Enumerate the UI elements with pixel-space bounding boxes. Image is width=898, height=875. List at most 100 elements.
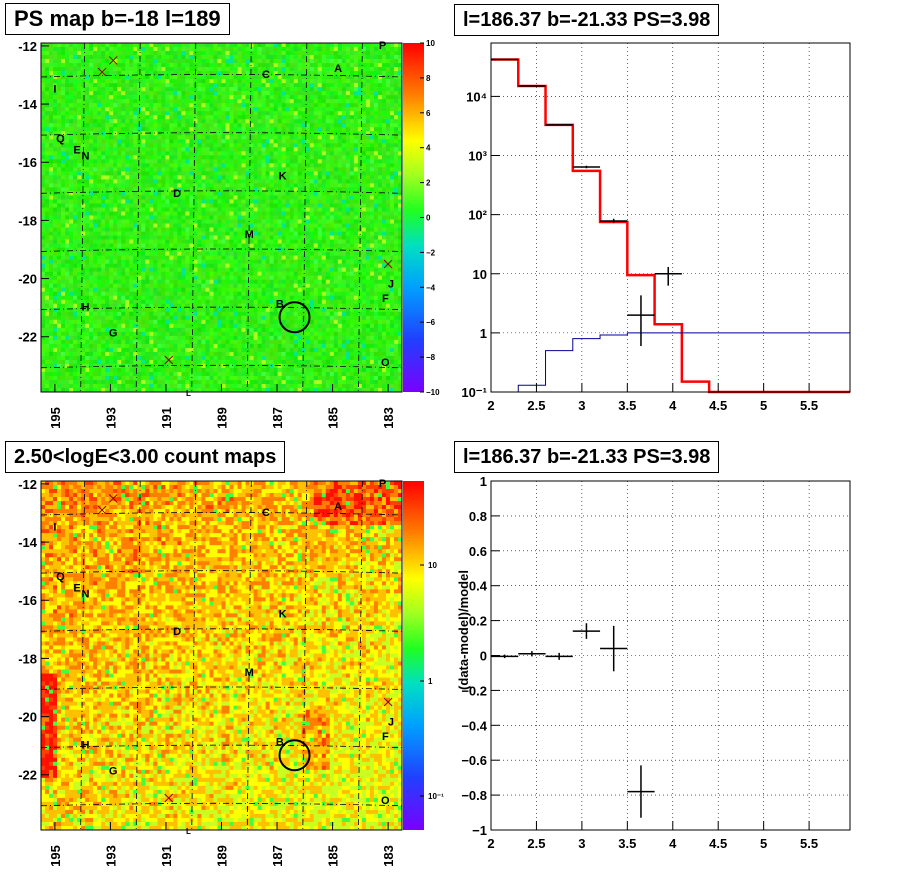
residual-x-tick-label: 4.5 <box>709 836 727 851</box>
source-label: B <box>276 737 284 749</box>
ps-colorbar-tick-label: 8 <box>426 74 431 83</box>
spectrum-frame <box>490 42 851 393</box>
ps-colorbar-tick-label: 10 <box>426 39 435 48</box>
source-label: D <box>173 188 181 200</box>
spectrum-x-tick-label: 4 <box>669 398 677 413</box>
map-x-tick-label: 189 <box>215 845 230 867</box>
map-y-tick-label: -22 <box>18 330 37 345</box>
source-label: K <box>279 609 287 621</box>
map-x-tick-label: 193 <box>103 845 118 867</box>
ps-map-axis-label: L <box>186 389 191 398</box>
source-label: E <box>73 145 80 157</box>
source-label: E <box>73 583 80 595</box>
source-label: Q <box>56 133 65 145</box>
count-map-source-labels: P A C I QE N K D M JF B H G O <box>53 478 394 807</box>
ps-colorbar-tick-label: −2 <box>426 248 436 257</box>
source-label: C <box>262 507 270 519</box>
ps-colorbar-tick-label: −10 <box>426 388 440 397</box>
residual-x-tick-label: 2.5 <box>527 836 545 851</box>
ps-colorbar-tick-label: −8 <box>426 353 436 362</box>
count-map-colorbar <box>403 481 424 830</box>
spectrum-x-tick-label: 5.5 <box>800 398 818 413</box>
ps-map-title: PS map b=-18 l=189 <box>5 3 230 35</box>
map-x-tick-label: 195 <box>48 845 63 867</box>
source-label: H <box>81 740 89 752</box>
spectrum-data-point <box>545 124 573 126</box>
spectrum-x-tick-label: 5 <box>760 398 767 413</box>
spectrum-data-point <box>600 218 628 224</box>
ps-colorbar-tick-label: 0 <box>426 214 431 223</box>
ps-map-source-labels: P A C I QE N K D M JF B H G O <box>53 40 394 369</box>
count-map-heatmap <box>41 481 403 831</box>
source-label: K <box>279 171 287 183</box>
residual-data-point <box>491 654 519 659</box>
source-label: Q <box>56 571 65 583</box>
map-x-tick-label: 187 <box>270 407 285 429</box>
source-label: F <box>382 293 389 305</box>
map-y-tick-label: -12 <box>18 477 37 492</box>
residual-grid <box>491 480 850 831</box>
count-map-grid <box>40 480 403 831</box>
spectrum-data-point <box>654 267 682 286</box>
count-map-source-circle <box>278 739 311 772</box>
map-y-tick-label: -14 <box>18 535 38 550</box>
source-label: P <box>379 40 386 52</box>
residual-x-tick-label: 4 <box>669 836 677 851</box>
count-colorbar-tick-label: 10⁻¹ <box>428 792 444 801</box>
map-y-tick-label: -16 <box>18 593 37 608</box>
map-x-tick-label: 185 <box>326 407 341 429</box>
map-y-tick-label: -18 <box>18 651 37 666</box>
spectrum-y-tick-label: 10² <box>468 208 487 223</box>
residual-points <box>491 623 655 818</box>
spectrum-data-point <box>572 165 601 169</box>
count-map-panel: P A C I QE N K D M JF B H G O 195 193 191 189 187 185 183 -1… <box>18 477 444 867</box>
ps-map-panel: P A C I QE N K D M JF B H G O 195 193 191 189 187 185 183 -1… <box>18 39 440 429</box>
source-label: A <box>334 63 342 75</box>
residual-y-tick-label: 1 <box>480 474 487 489</box>
residual-y-tick-label: −0.4 <box>461 718 487 733</box>
residual-panel: 2 2.5 3 3.5 4 4.5 5 5.5 1 0.8 0.6 0.4 0.2 0 −0.2 −0.4 −0… <box>456 474 851 851</box>
map-x-tick-label: 191 <box>159 407 174 429</box>
ps-colorbar-tick-label: −4 <box>426 283 436 292</box>
spectrum-x-tick-label: 2 <box>487 398 494 413</box>
residual-data-point <box>518 651 546 657</box>
ps-map-axis-ticks: 195 193 191 189 187 185 183 -12 -14 -16 -18 -20 -22 <box>18 39 396 429</box>
source-label: G <box>109 766 118 778</box>
spectrum-title: l=186.37 b=-21.33 PS=3.98 <box>454 4 720 36</box>
source-label: N <box>81 150 89 162</box>
ps-map-colorbar <box>403 43 424 392</box>
spectrum-x-tick-label: 2.5 <box>527 398 545 413</box>
spectrum-data-point <box>627 295 655 346</box>
count-map-colorbar-ticks: 10 1 10⁻¹ <box>420 561 444 801</box>
map-x-tick-label: 183 <box>381 407 396 429</box>
residual-data-point <box>627 765 655 818</box>
residual-y-tick-label: 0.6 <box>469 544 487 559</box>
residual-y-tick-label: 0 <box>480 649 487 664</box>
spectrum-data-point <box>518 85 546 87</box>
ps-colorbar-tick-label: 2 <box>426 179 431 188</box>
map-x-tick-label: 185 <box>326 845 341 867</box>
residual-y-tick-label: 0.4 <box>469 579 488 594</box>
source-label: J <box>388 716 394 728</box>
spectrum-y-tick-label: 10⁴ <box>466 89 487 104</box>
residual-ylabel: (data-model)/model <box>456 570 471 690</box>
spectrum-x-tick-label: 3 <box>578 398 585 413</box>
source-label: H <box>81 302 89 314</box>
ps-colorbar-tick-label: 4 <box>426 144 431 153</box>
map-y-tick-label: -14 <box>18 97 38 112</box>
source-label: P <box>379 478 386 490</box>
source-label: F <box>382 731 389 743</box>
map-x-tick-label: 189 <box>215 407 230 429</box>
map-y-tick-label: -22 <box>18 768 37 783</box>
residual-y-tick-label: −0.6 <box>461 753 487 768</box>
map-y-tick-label: -16 <box>18 155 37 170</box>
map-x-tick-label: 187 <box>270 845 285 867</box>
spectrum-axis-ticks: 2 2.5 3 3.5 4 4.5 5 5.5 10⁻¹ 1 10 10² 10³ 10⁴ <box>461 89 818 413</box>
source-label: I <box>53 521 56 533</box>
map-y-tick-label: -20 <box>18 710 37 725</box>
count-map-title: 2.50<logE<3.00 count maps <box>5 441 286 473</box>
source-label: C <box>262 69 270 81</box>
source-label: G <box>109 328 118 340</box>
ps-colorbar-tick-label: 6 <box>426 109 431 118</box>
residual-data-point <box>600 625 628 672</box>
